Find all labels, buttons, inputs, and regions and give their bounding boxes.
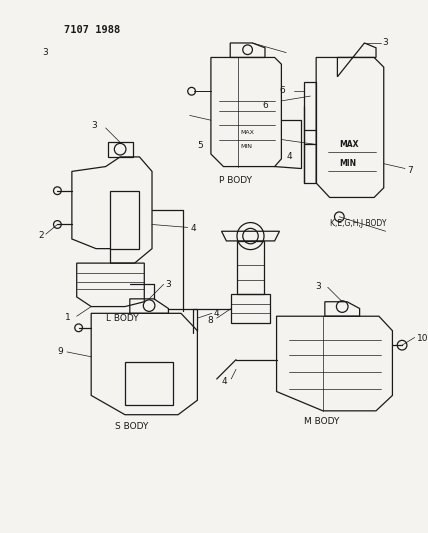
Text: MAX: MAX: [240, 130, 254, 135]
Text: 3: 3: [91, 121, 97, 130]
Text: 10: 10: [416, 334, 428, 343]
Text: 6: 6: [279, 86, 285, 95]
Text: 4: 4: [222, 377, 227, 386]
Text: 4: 4: [214, 309, 220, 318]
Circle shape: [75, 324, 83, 332]
Text: 8: 8: [207, 316, 213, 325]
Text: 3: 3: [42, 48, 48, 57]
Circle shape: [188, 87, 196, 95]
Text: 5: 5: [197, 141, 203, 150]
Text: 7107 1988: 7107 1988: [64, 25, 120, 35]
Text: 2: 2: [38, 231, 44, 240]
Text: 7: 7: [407, 166, 413, 175]
Circle shape: [54, 187, 61, 195]
Text: 4: 4: [286, 152, 292, 161]
Text: MIN: MIN: [339, 159, 357, 168]
Text: M BODY: M BODY: [303, 417, 339, 426]
Circle shape: [54, 221, 61, 228]
Circle shape: [397, 341, 407, 350]
Text: 3: 3: [383, 38, 389, 47]
Text: 3: 3: [166, 279, 171, 288]
Text: 3: 3: [315, 282, 321, 292]
Text: S BODY: S BODY: [115, 422, 149, 431]
Text: 9: 9: [57, 347, 63, 356]
Text: MIN: MIN: [240, 144, 252, 149]
Text: K,E,G,H,J BODY: K,E,G,H,J BODY: [330, 220, 386, 229]
Text: L BODY: L BODY: [106, 314, 138, 323]
Text: 1: 1: [65, 313, 71, 322]
Circle shape: [335, 212, 344, 222]
Text: MAX: MAX: [339, 140, 359, 149]
Text: P BODY: P BODY: [219, 176, 252, 185]
Text: 6: 6: [262, 101, 268, 110]
Text: 4: 4: [190, 224, 196, 233]
